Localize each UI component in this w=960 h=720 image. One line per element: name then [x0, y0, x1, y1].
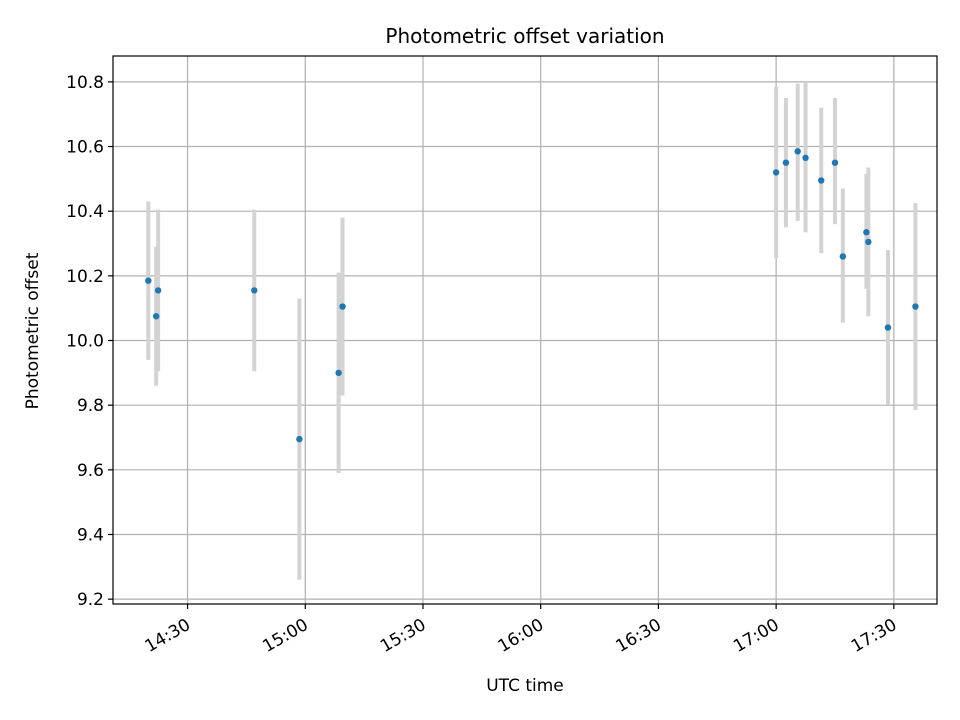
data-point [339, 303, 346, 310]
y-tick-label: 10.0 [66, 332, 104, 352]
y-tick-label: 10.6 [66, 138, 104, 158]
y-tick-label: 9.8 [77, 396, 104, 416]
data-points [145, 148, 919, 443]
data-point [912, 303, 919, 310]
data-point [884, 324, 892, 331]
data-point [296, 435, 303, 443]
data-point [772, 169, 780, 176]
data-point [251, 287, 258, 294]
data-point [839, 253, 847, 260]
y-tick-label: 10.2 [66, 267, 104, 287]
data-point [863, 229, 870, 236]
chart-title: Photometric offset variation [385, 24, 664, 48]
y-tick-label: 9.2 [77, 590, 104, 610]
y-tick-label: 9.6 [77, 461, 104, 481]
data-point [152, 313, 160, 320]
data-point [831, 159, 839, 166]
data-point [145, 277, 152, 284]
y-tick-label: 10.8 [66, 73, 104, 93]
data-point [794, 148, 801, 155]
plot-frame [112, 55, 938, 605]
data-point [818, 177, 825, 184]
y-axis-ticks: 9.2 9.4 9.6 9.8 10.0 10.2 10.4 10.6 10.8 [66, 73, 113, 610]
data-point [782, 159, 790, 166]
y-tick-label: 9.4 [77, 525, 104, 545]
data-point [154, 287, 162, 294]
data-point [865, 238, 872, 246]
x-axis-label: UTC time [486, 676, 564, 696]
y-tick-label: 10.4 [66, 202, 104, 222]
data-point [802, 154, 809, 162]
data-point [335, 369, 342, 377]
y-axis-label: Photometric offset [23, 252, 43, 409]
